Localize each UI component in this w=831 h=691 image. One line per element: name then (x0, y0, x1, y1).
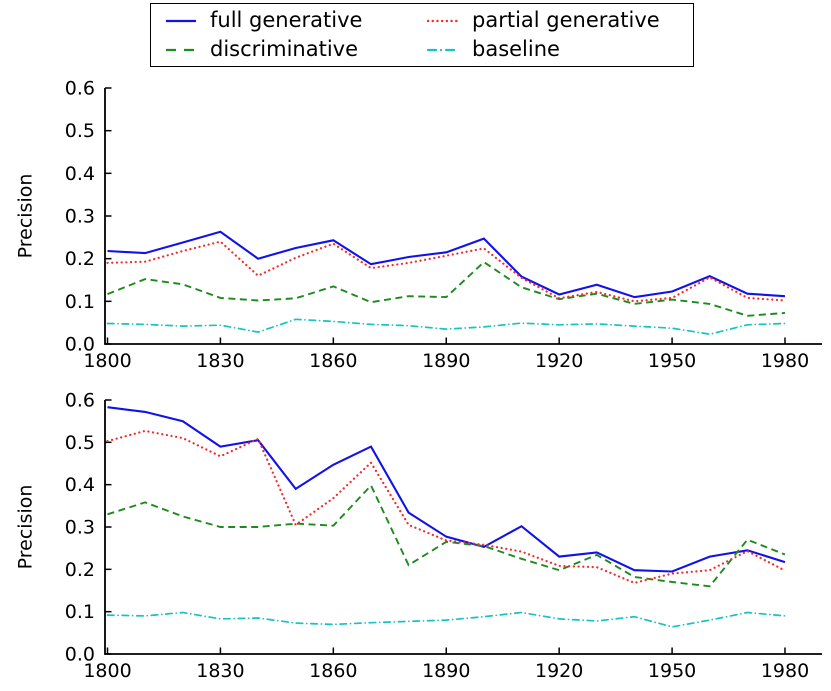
legend-line-dashed-icon (166, 48, 196, 51)
x-tick-label: 1920 (535, 350, 583, 372)
y-tick-label: 0.1 (65, 601, 95, 623)
series-partial-generative (106, 240, 787, 303)
legend-line-dashdot-icon (427, 48, 459, 51)
legend-line-solid-icon (166, 19, 196, 22)
legend-line-dotted-icon (427, 19, 459, 22)
x-tick-label: 1920 (535, 660, 583, 682)
x-tick-label: 1950 (648, 660, 696, 682)
x-tick-label: 1800 (83, 660, 131, 682)
y-tick-label: 0.6 (65, 78, 95, 100)
y-tick-label: 0.5 (65, 432, 95, 454)
series-discriminative (107, 483, 786, 588)
x-tick-label: 1830 (196, 660, 244, 682)
legend-label-full-generative: full generative (210, 8, 363, 32)
y-tick-label: 0.5 (65, 120, 95, 142)
y-tick-label: 0.4 (65, 163, 95, 185)
y-tick-label: 0.2 (65, 248, 95, 270)
x-tick-label: 1980 (761, 350, 809, 372)
x-tick-label: 1950 (648, 350, 696, 372)
series-baseline (106, 611, 786, 628)
legend-item-partial-generative: partial generative (427, 6, 689, 35)
legend-item-full-generative: full generative (165, 6, 427, 35)
legend-label-baseline: baseline (472, 37, 560, 61)
legend-item-discriminative: discriminative (165, 35, 427, 64)
x-tick-label: 1890 (422, 660, 470, 682)
series-full-generative (107, 230, 786, 299)
x-tick-label: 1860 (309, 350, 357, 372)
series-baseline (106, 318, 786, 336)
y-tick-label: 0.3 (65, 206, 95, 228)
legend: full generative discriminative partial g… (150, 3, 694, 67)
series-full-generative (107, 406, 786, 573)
legend-label-partial-generative: partial generative (472, 8, 660, 32)
y-tick-label: 0.3 (65, 517, 95, 539)
x-tick-label: 1860 (309, 660, 357, 682)
y-tick-label: 0.2 (65, 559, 95, 581)
y-tick-label: 0.0 (65, 334, 95, 356)
y-tick-label: 0.4 (65, 474, 95, 496)
x-tick-label: 1980 (761, 660, 809, 682)
y-tick-label: 0.6 (65, 390, 95, 412)
x-tick-label: 1830 (196, 350, 244, 372)
axis-spines (104, 400, 822, 655)
legend-label-discriminative: discriminative (210, 37, 359, 61)
y-tick-label: 0.1 (65, 291, 95, 313)
legend-item-baseline: baseline (427, 35, 689, 64)
x-tick-label: 1800 (83, 350, 131, 372)
series-discriminative (107, 260, 786, 317)
y-tick-label: 0.0 (65, 644, 95, 666)
x-tick-label: 1890 (422, 350, 470, 372)
series-partial-generative (106, 429, 787, 585)
